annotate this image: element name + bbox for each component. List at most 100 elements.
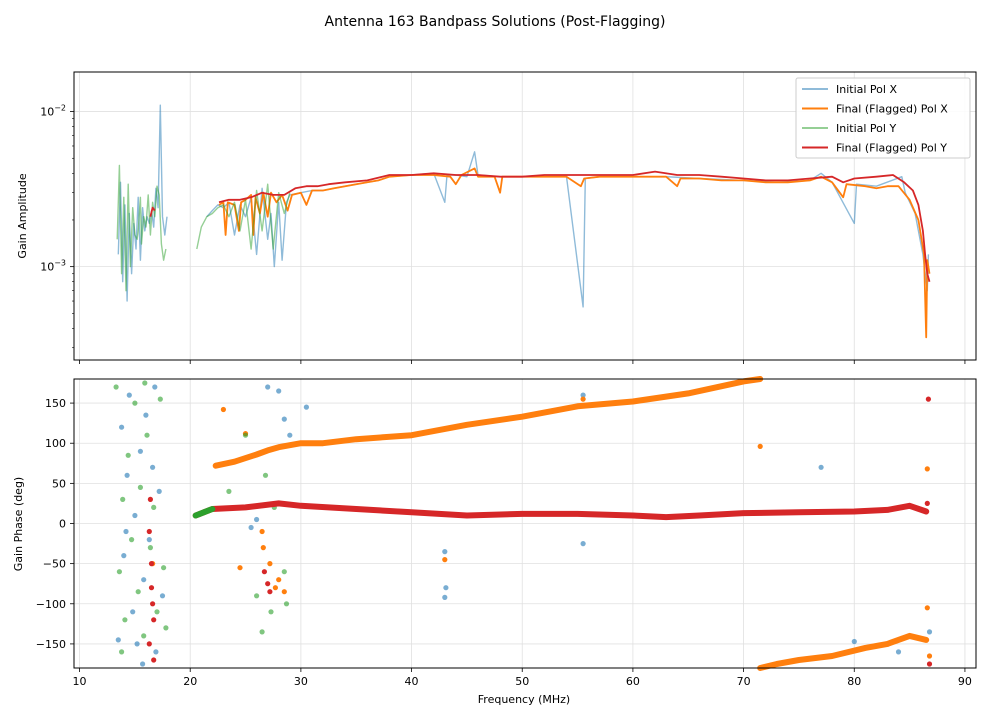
phase-point <box>925 396 932 402</box>
phase-x-tick-label: 70 <box>737 675 751 688</box>
phase-y-tick-label: −150 <box>36 638 66 651</box>
phase-point <box>281 569 287 575</box>
phase-point <box>141 633 147 639</box>
phase-point <box>121 553 127 559</box>
phase-point <box>154 609 160 615</box>
phase-point <box>924 605 930 611</box>
phase-point <box>130 609 136 615</box>
phase-point <box>146 537 152 543</box>
phase-point <box>267 561 273 567</box>
phase-point <box>924 466 930 472</box>
phase-x-tick-label: 50 <box>515 675 529 688</box>
phase-point <box>132 512 138 519</box>
phase-series <box>113 376 933 671</box>
phase-series-trend <box>212 376 764 469</box>
phase-point <box>125 452 131 458</box>
phase-point <box>926 629 933 635</box>
phase-point <box>116 569 122 575</box>
phase-point <box>259 528 265 535</box>
phase-series-trend <box>757 632 930 671</box>
phase-point <box>926 661 933 667</box>
amplitude-y-axis-label: Gain Amplitude <box>16 173 29 258</box>
phase-point <box>161 565 167 571</box>
phase-x-tick-label: 20 <box>183 675 197 688</box>
phase-point <box>144 432 150 438</box>
amplitude-y-tick-label: 10−3 <box>40 259 66 274</box>
phase-x-tick-label: 90 <box>958 675 972 688</box>
amplitude-series-line <box>116 164 291 292</box>
phase-point <box>226 488 232 494</box>
amplitude-series-line <box>149 170 931 282</box>
phase-point <box>237 565 243 571</box>
phase-point <box>151 617 157 623</box>
phase-point <box>146 641 152 647</box>
legend-label: Initial Pol X <box>836 83 897 96</box>
phase-point <box>151 657 157 663</box>
phase-point <box>443 585 449 591</box>
phase-point <box>757 443 763 449</box>
phase-point <box>140 661 146 667</box>
phase-point <box>115 637 121 643</box>
phase-point <box>442 549 448 555</box>
phase-point <box>113 384 119 390</box>
phase-point <box>442 594 448 601</box>
phase-point <box>119 424 125 430</box>
phase-subplot: 10 20 30 40 50 60 70 80 90 −150 −100 −50 0 50 100 150 G… <box>12 376 977 706</box>
phase-point <box>156 488 162 494</box>
legend: Initial Pol X Final (Flagged) Pol X Initia… <box>795 77 971 159</box>
phase-y-tick-label: 0 <box>59 518 66 531</box>
phase-x-tick-label: 60 <box>626 675 640 688</box>
phase-point <box>580 392 586 398</box>
phase-point <box>268 609 274 615</box>
phase-point <box>135 589 141 595</box>
phase-point <box>281 589 287 595</box>
phase-point <box>287 432 293 438</box>
phase-point <box>147 545 153 551</box>
phase-point <box>262 472 269 478</box>
phase-point <box>159 593 166 599</box>
phase-point <box>137 448 143 454</box>
figure-title: Antenna 163 Bandpass Solutions (Post-Fla… <box>325 14 666 30</box>
phase-point <box>283 601 290 607</box>
phase-point <box>924 500 930 506</box>
phase-point <box>120 496 126 502</box>
phase-series-trend <box>192 500 930 521</box>
phase-point <box>276 577 282 583</box>
phase-point <box>132 400 138 406</box>
phase-y-tick-label: 100 <box>45 437 66 450</box>
phase-x-tick-label: 40 <box>405 675 419 688</box>
phase-y-axis-label: Gain Phase (deg) <box>12 477 25 571</box>
phase-point <box>265 384 271 390</box>
amplitude-y-tick-label: 10−2 <box>40 104 66 119</box>
phase-point <box>148 561 155 567</box>
phase-ticks: 10 20 30 40 50 60 70 80 90 −150 −100 −50 0 50 100 150 <box>36 397 972 688</box>
phase-point <box>851 638 857 645</box>
phase-point <box>259 629 265 635</box>
phase-point <box>150 464 156 470</box>
phase-point <box>157 396 163 402</box>
phase-point <box>272 585 278 591</box>
phase-point <box>895 649 902 655</box>
phase-point <box>818 464 824 470</box>
phase-point <box>143 412 149 418</box>
phase-point <box>303 404 309 410</box>
phase-point <box>580 396 586 402</box>
phase-y-tick-label: 50 <box>52 477 66 490</box>
phase-point <box>926 653 933 659</box>
phase-x-tick-label: 30 <box>294 675 308 688</box>
legend-label: Final (Flagged) Pol X <box>836 103 948 116</box>
amplitude-ticks: 10−2 10−3 <box>40 104 966 364</box>
phase-point <box>153 649 159 655</box>
legend-label: Final (Flagged) Pol Y <box>836 142 947 155</box>
x-axis-label: Frequency (MHz) <box>478 693 570 706</box>
phase-point <box>119 649 125 655</box>
phase-point <box>442 557 448 563</box>
phase-point <box>254 516 260 523</box>
phase-point <box>129 537 135 543</box>
phase-point <box>580 541 586 547</box>
phase-y-tick-label: −100 <box>36 598 66 611</box>
phase-point <box>137 484 143 490</box>
phase-point <box>242 432 249 438</box>
phase-point <box>124 472 130 478</box>
